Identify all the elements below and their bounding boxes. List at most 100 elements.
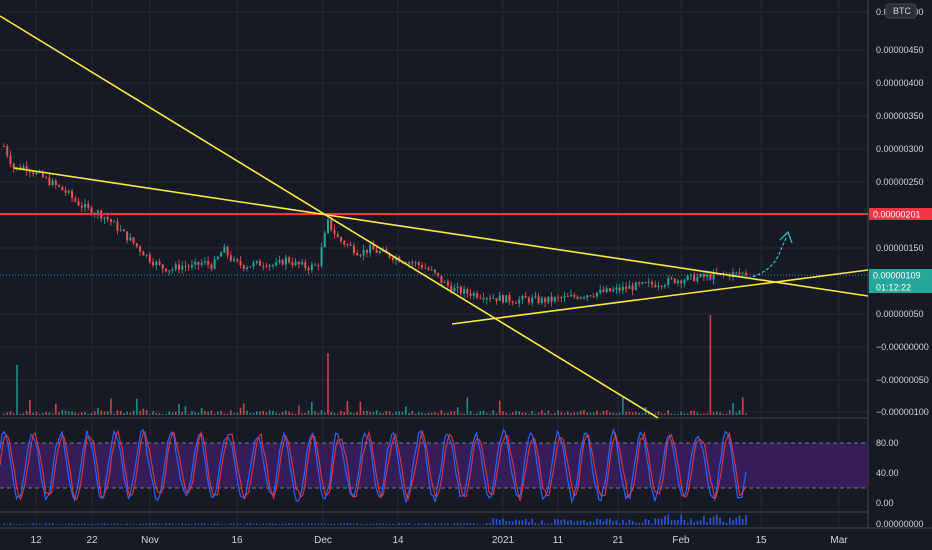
indicator-bar — [498, 519, 501, 525]
time-axis[interactable]: 12 22 Nov 16 Dec 14 2021 11 21 Feb 15 Mar — [30, 535, 848, 546]
volume-bar — [45, 411, 47, 415]
volume-bar — [677, 413, 679, 415]
volume-bar — [699, 413, 702, 415]
indicator-bar — [291, 523, 294, 525]
candle-body — [667, 278, 670, 285]
indicator-bar — [641, 522, 644, 525]
indicator-bar — [139, 523, 141, 525]
currency-badge[interactable] — [885, 3, 917, 19]
indicator-bar — [421, 524, 423, 525]
indicator-bar — [353, 524, 355, 525]
candle-body — [158, 261, 161, 265]
projection-path[interactable] — [747, 237, 787, 279]
stoch-axis[interactable]: 80.00 40.00 0.00 — [876, 438, 899, 508]
volume-bar — [165, 413, 167, 415]
indicator-bar — [408, 523, 410, 525]
candle-body — [388, 253, 391, 258]
stoch-k-line — [0, 427, 747, 504]
candle-body — [641, 282, 644, 284]
bottom-axis[interactable]: 0.00000000 — [876, 519, 924, 529]
indicator-bar — [152, 523, 154, 525]
candle-body — [741, 272, 744, 274]
indicator-bar — [680, 514, 682, 525]
candle-body — [450, 285, 453, 292]
volume-bar — [622, 397, 624, 415]
indicator-bar — [657, 518, 660, 525]
volume-bar — [696, 412, 699, 415]
time-tick-label: 2021 — [492, 535, 515, 546]
bar-countdown-label: 01:12:22 — [876, 283, 911, 293]
volume-bar — [631, 412, 634, 415]
candle-body — [424, 267, 427, 269]
candle-body — [252, 262, 255, 267]
indicator-bar — [463, 523, 465, 525]
indicator-bar — [489, 523, 491, 525]
indicator-bar — [560, 519, 563, 525]
trendline-ascending-support[interactable] — [451, 269, 869, 325]
volume-bar — [168, 411, 171, 415]
time-tick-label: 21 — [612, 535, 624, 546]
candle-body — [391, 257, 394, 261]
indicator-bar — [288, 523, 290, 525]
indicator-bar — [226, 524, 229, 525]
candle-body — [362, 249, 365, 256]
indicator-bar — [430, 524, 433, 525]
time-tick-label: 12 — [30, 535, 42, 546]
volume-bar — [255, 411, 258, 415]
volume-bar — [349, 412, 352, 415]
volume-bar — [706, 413, 708, 415]
stoch-tick-label: 80.00 — [876, 438, 899, 448]
volume-bar — [259, 411, 261, 415]
indicator-bar — [566, 520, 569, 525]
indicator-bar — [563, 519, 566, 525]
volume-bar — [38, 413, 41, 415]
indicator-bar — [492, 518, 495, 525]
volume-bar — [437, 413, 439, 415]
volume-bar — [330, 411, 333, 415]
trendline-descending-long[interactable] — [0, 15, 659, 419]
countdown-tag — [869, 281, 932, 293]
indicator-bar — [411, 524, 414, 525]
candle-body — [246, 267, 249, 269]
candle-body — [297, 261, 300, 265]
indicator-bar — [359, 524, 362, 525]
candle-body — [550, 296, 553, 302]
indicator-bar — [686, 522, 689, 525]
indicator-bar — [51, 523, 54, 525]
volume-bar — [524, 412, 527, 415]
candle-body — [343, 241, 346, 245]
candle-body — [686, 275, 689, 281]
volume-bar — [664, 413, 666, 415]
indicator-bar — [356, 523, 358, 525]
candle-body — [608, 288, 611, 292]
indicator-bar — [191, 524, 193, 525]
indicator-bar — [323, 523, 326, 525]
time-tick-label: Mar — [830, 535, 848, 546]
indicator-bar — [502, 518, 504, 525]
volume-bar — [285, 410, 287, 415]
candle-body — [544, 297, 547, 303]
indicator-bar — [207, 524, 209, 525]
volume-bar — [230, 410, 232, 415]
candle-body — [579, 297, 582, 299]
indicator-bar — [664, 515, 666, 525]
candle-body — [174, 264, 177, 270]
candle-body — [628, 285, 631, 289]
volume-bar — [9, 411, 12, 415]
indicator-bar — [149, 523, 151, 525]
volume-bar — [249, 413, 252, 415]
candle-body — [706, 274, 709, 278]
candle-body — [459, 286, 462, 294]
candle-body — [408, 262, 411, 264]
volume-bar — [200, 407, 203, 415]
volume-bar — [563, 413, 566, 415]
volume-bar — [401, 411, 404, 415]
candle-body — [680, 280, 683, 284]
volume-bar — [48, 412, 51, 415]
bottom-tick-label: 0.00000000 — [876, 519, 924, 529]
indicator-bar — [343, 523, 346, 525]
indicator-bar — [508, 521, 511, 525]
trendline-descending-upper[interactable] — [13, 167, 869, 297]
